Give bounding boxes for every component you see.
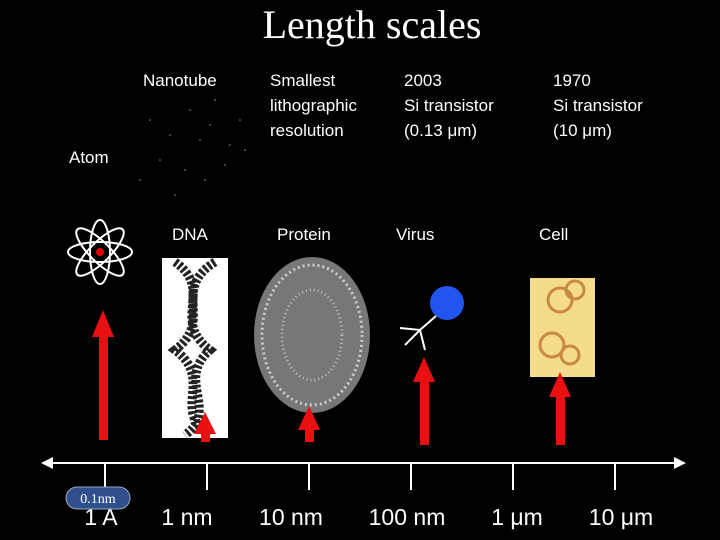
scale-label: 10 μm bbox=[589, 504, 653, 530]
top-label: (10 μm) bbox=[553, 121, 612, 140]
top-label: Smallest bbox=[270, 71, 335, 90]
cell-image bbox=[530, 278, 595, 377]
nanotube-image bbox=[139, 99, 246, 196]
object-label: Atom bbox=[69, 148, 109, 167]
top-label: (0.13 μm) bbox=[404, 121, 477, 140]
red-arrows bbox=[92, 310, 571, 445]
top-label: 2003 bbox=[404, 71, 442, 90]
scale-label: 1 nm bbox=[161, 504, 212, 530]
scale-ticks bbox=[104, 463, 616, 490]
top-label: Si transistor bbox=[404, 96, 494, 115]
badge-bg bbox=[65, 486, 131, 510]
dna-image bbox=[162, 258, 228, 439]
object-label: DNA bbox=[172, 225, 209, 244]
object-label: Cell bbox=[539, 225, 568, 244]
top-label: 1970 bbox=[553, 71, 591, 90]
object-label: Virus bbox=[396, 225, 434, 244]
protein-image bbox=[254, 257, 370, 413]
top-label: Nanotube bbox=[143, 71, 217, 90]
top-label: Si transistor bbox=[553, 96, 643, 115]
virus-image bbox=[399, 286, 464, 351]
scale-label: 1 μm bbox=[491, 504, 543, 530]
scale-label: 10 nm bbox=[259, 504, 323, 530]
title: Length scales bbox=[263, 2, 482, 47]
scale-label: 100 nm bbox=[369, 504, 446, 530]
badge: 0.1nm bbox=[80, 492, 116, 507]
top-label: lithographic bbox=[270, 96, 357, 115]
top-label: resolution bbox=[270, 121, 344, 140]
object-label: Protein bbox=[277, 225, 331, 244]
atom-image bbox=[67, 219, 133, 285]
